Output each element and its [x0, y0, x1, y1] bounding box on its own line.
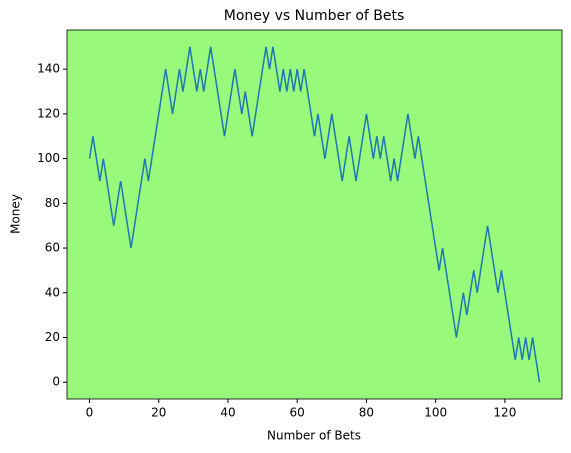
plot-area: [67, 30, 562, 399]
x-tick-label: 120: [493, 406, 516, 420]
x-tick-label: 100: [424, 406, 447, 420]
x-tick-label: 60: [290, 406, 305, 420]
y-tick-label: 80: [45, 196, 60, 210]
y-axis-label: Money: [9, 194, 23, 234]
chart-title: Money vs Number of Bets: [224, 8, 405, 24]
y-tick-label: 140: [37, 62, 60, 76]
x-tick-label: 0: [86, 406, 94, 420]
x-tick-label: 40: [220, 406, 235, 420]
x-tick-label: 80: [359, 406, 374, 420]
y-tick-label: 60: [45, 241, 60, 255]
x-axis-label: Number of Bets: [267, 429, 361, 443]
plot-frame: [66, 29, 563, 400]
y-tick-label: 0: [52, 375, 60, 389]
y-tick-label: 20: [45, 330, 60, 344]
y-tick-label: 120: [37, 106, 60, 120]
y-tick-label: 100: [37, 151, 60, 165]
line: [88, 46, 541, 383]
x-tick-label: 20: [151, 406, 166, 420]
y-tick-label: 40: [45, 285, 60, 299]
